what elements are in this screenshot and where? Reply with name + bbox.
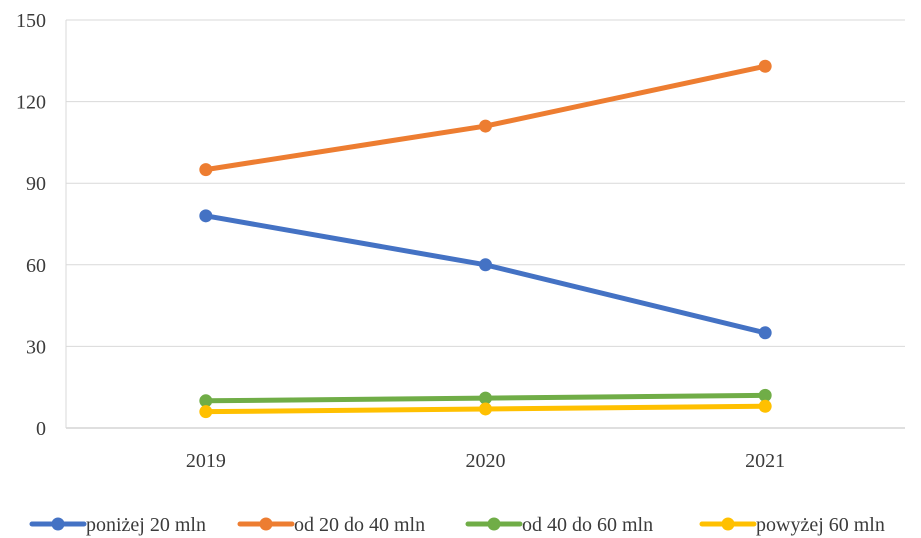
- x-tick-label: 2020: [466, 450, 506, 472]
- legend-label: powyżej 60 mln: [756, 514, 885, 536]
- y-tick-label: 0: [36, 418, 46, 440]
- data-point: [758, 388, 772, 402]
- legend-label: od 20 do 40 mln: [294, 514, 425, 536]
- data-point: [199, 405, 213, 419]
- data-point: [479, 391, 492, 405]
- gridlines: [65, 19, 905, 429]
- data-point: [199, 394, 213, 408]
- legend-item: poniżej 20 mln: [29, 514, 206, 536]
- data-point: [758, 59, 772, 73]
- data-point: [199, 209, 213, 223]
- legend-marker: [487, 517, 501, 531]
- series-0: [199, 209, 772, 340]
- legend-item: powyżej 60 mln: [699, 514, 885, 536]
- legend-label: poniżej 20 mln: [86, 514, 206, 536]
- legend-item: od 20 do 40 mln: [237, 514, 425, 536]
- legend-marker: [721, 517, 735, 531]
- legend-item: od 40 do 60 mln: [465, 514, 653, 536]
- y-tick-label: 150: [16, 10, 46, 32]
- legend: poniżej 20 mln od 20 do 40 mln od 40 do 60…: [29, 514, 885, 536]
- y-tick-label: 120: [16, 92, 46, 114]
- series-line: [203, 213, 768, 336]
- legend-marker: [51, 517, 65, 531]
- x-axis-tick-labels: 2019 2020 2021: [186, 450, 785, 472]
- series-line: [203, 63, 768, 173]
- y-tick-label: 30: [26, 336, 46, 358]
- legend-marker: [259, 517, 273, 531]
- series-1: [199, 59, 772, 177]
- series-3: [199, 399, 772, 419]
- legend-label: od 40 do 60 mln: [522, 514, 653, 536]
- data-point: [479, 119, 492, 133]
- x-tick-label: 2019: [186, 450, 226, 472]
- series-2: [199, 388, 772, 408]
- x-tick-label: 2021: [745, 450, 785, 472]
- data-point: [199, 163, 213, 177]
- data-point: [479, 402, 492, 416]
- data-point: [758, 326, 772, 340]
- data-point: [479, 258, 492, 272]
- series-lines: [199, 59, 772, 419]
- y-tick-label: 60: [26, 255, 46, 277]
- y-tick-label: 90: [26, 173, 46, 195]
- data-point: [758, 399, 772, 413]
- y-axis-tick-labels: 0 30 60 90 120 150: [16, 10, 46, 440]
